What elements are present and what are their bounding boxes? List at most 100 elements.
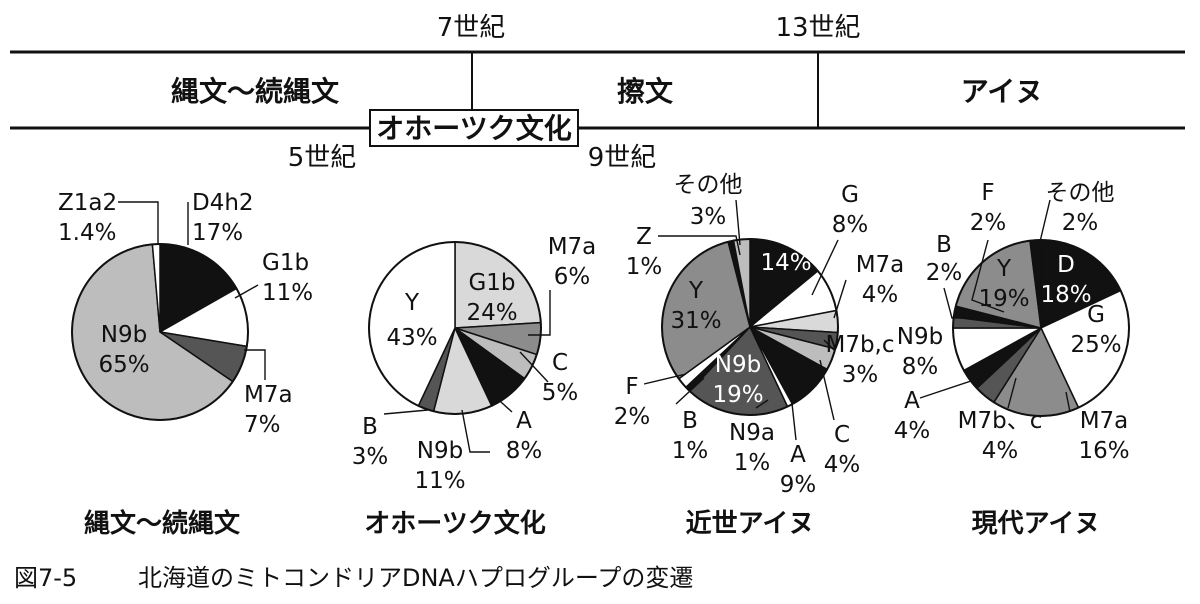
leader-line xyxy=(528,290,551,336)
slice-label: A xyxy=(516,408,532,434)
leader-line xyxy=(811,239,839,296)
slice-value-label: 8% xyxy=(902,354,939,380)
slice-label: G1b xyxy=(262,250,309,276)
slice-label: G xyxy=(841,182,859,208)
slice-label: M7b,c xyxy=(825,332,894,358)
pie-outline xyxy=(71,243,249,421)
slice-value-label: 17% xyxy=(192,220,243,246)
leader-line xyxy=(244,349,266,380)
slice-value-label: 1% xyxy=(626,254,663,280)
leader-line xyxy=(234,284,259,299)
slice-value-label: 2% xyxy=(614,404,651,430)
slice-value-label: 24% xyxy=(466,300,517,326)
slice-label: A xyxy=(790,442,806,468)
slice-label: Y xyxy=(688,278,704,304)
leader-line xyxy=(919,375,987,399)
century-label: 9世紀 xyxy=(588,143,657,173)
leader-line xyxy=(735,199,741,246)
slice-value-label: 16% xyxy=(1078,438,1129,464)
pie-title: 現代アイヌ xyxy=(972,509,1101,539)
slice-label: B xyxy=(936,232,952,258)
leader-line xyxy=(675,377,705,405)
leader-line xyxy=(833,279,847,319)
leader-line xyxy=(819,359,835,421)
century-label: 7世紀 xyxy=(437,13,506,43)
slice-label: M7b、c xyxy=(958,408,1043,434)
pie-outline xyxy=(368,241,542,415)
slice-label: G xyxy=(1087,302,1105,328)
leader-line xyxy=(1065,391,1071,413)
figure-number: 図7-5 xyxy=(14,564,77,592)
okhotsk-label: オホーツク文化 xyxy=(376,112,571,145)
slice-value-label: 4% xyxy=(894,418,931,444)
slice-label: Z1a2 xyxy=(58,190,117,216)
slice-label: その他 xyxy=(674,172,743,198)
slice-label: A xyxy=(904,388,920,414)
slice-label: N9b xyxy=(101,322,147,348)
slice-label: N9b xyxy=(715,352,761,378)
slice-label: M7a xyxy=(548,234,597,260)
slice-label: D xyxy=(1057,252,1075,278)
pie-chart-okhotsk: G1b 24% M7a 6% C 5% A 8% N9b 11% B 3% Y 43% xyxy=(352,234,597,494)
slice-label: Y xyxy=(404,290,420,316)
pie-outline xyxy=(661,238,839,416)
slice-value-label: 14% xyxy=(760,250,811,276)
slice-label: D xyxy=(777,220,795,246)
figure-caption: 北海道のミトコンドリアDNAハプログループの変遷 xyxy=(138,564,693,592)
pie-chart-early-modern-ainu: D 14% G 8% M7a 4% M7b,c 3% C 4% A 9%N9a 1% N9b 19% B 1% F… xyxy=(614,172,905,498)
period-label: 縄文〜続縄文 xyxy=(171,75,339,108)
slice-label: M7a xyxy=(856,252,905,278)
slice-value-label: 65% xyxy=(98,352,149,378)
leader-line xyxy=(383,409,429,415)
period-label: アイヌ xyxy=(961,75,1044,108)
slice-value-label: 9% xyxy=(780,472,817,498)
timeline: 縄文〜続縄文 擦文 アイヌ オホーツク文化 7世紀 13世紀 5世紀 9世紀 xyxy=(10,13,1185,173)
slice-value-label: 5% xyxy=(542,380,579,406)
slice-label: M7a xyxy=(1080,408,1129,434)
slice-value-label: 8% xyxy=(506,438,543,464)
slice-label: N9b xyxy=(897,324,943,350)
slice-value-label: 7% xyxy=(244,412,281,438)
slice-value-label: 25% xyxy=(1070,332,1121,358)
slice-label: C xyxy=(552,350,568,376)
slice-value-label: 43% xyxy=(386,325,437,351)
century-label: 13世紀 xyxy=(775,13,860,43)
leader-line xyxy=(789,384,797,441)
leader-line xyxy=(1007,377,1017,409)
leader-line xyxy=(489,391,513,413)
slice-value-label: 1.4% xyxy=(58,220,116,246)
slice-value-label: 1% xyxy=(734,450,771,476)
slice-value-label: 11% xyxy=(414,468,465,494)
slice-value-label: 2% xyxy=(1062,210,1099,236)
slice-value-label: 8% xyxy=(832,212,869,238)
slice-value-label: 1% xyxy=(672,438,709,464)
slice-label: その他 xyxy=(1046,180,1115,206)
slice-label: B xyxy=(682,408,698,434)
slice-value-label: 4% xyxy=(824,452,861,478)
pie-title: 縄文〜続縄文 xyxy=(84,508,241,539)
slice-value-label: 3% xyxy=(352,444,389,470)
pie-chart-modern-ainu: D18%G25%M7a16%M7b、c4%A4%N9b8%B2%F2%Y19%そ… xyxy=(894,180,1130,464)
leader-line xyxy=(658,235,741,256)
slice-label: N9a xyxy=(729,420,775,446)
slice-label: D4h2 xyxy=(192,190,254,216)
leader-line xyxy=(461,409,490,453)
slice-value-label: 19% xyxy=(712,382,763,408)
pie-title: オホーツク文化 xyxy=(364,508,545,539)
leader-line xyxy=(118,201,159,245)
leader-line xyxy=(1037,199,1051,251)
slice-label: F xyxy=(625,374,638,400)
slice-label: B xyxy=(362,414,378,440)
leader-line xyxy=(643,373,687,385)
slice-label: N9b xyxy=(417,438,463,464)
slice-label: Y xyxy=(996,256,1012,282)
slice-label: F xyxy=(981,180,994,206)
slice-value-label: 11% xyxy=(262,280,313,306)
leader-line xyxy=(519,351,549,383)
slice-value-label: 31% xyxy=(670,308,721,334)
slice-value-label: 3% xyxy=(690,204,727,230)
slice-value-label: 4% xyxy=(862,282,899,308)
slice-label: G1b xyxy=(468,270,515,296)
century-label: 5世紀 xyxy=(288,143,357,173)
